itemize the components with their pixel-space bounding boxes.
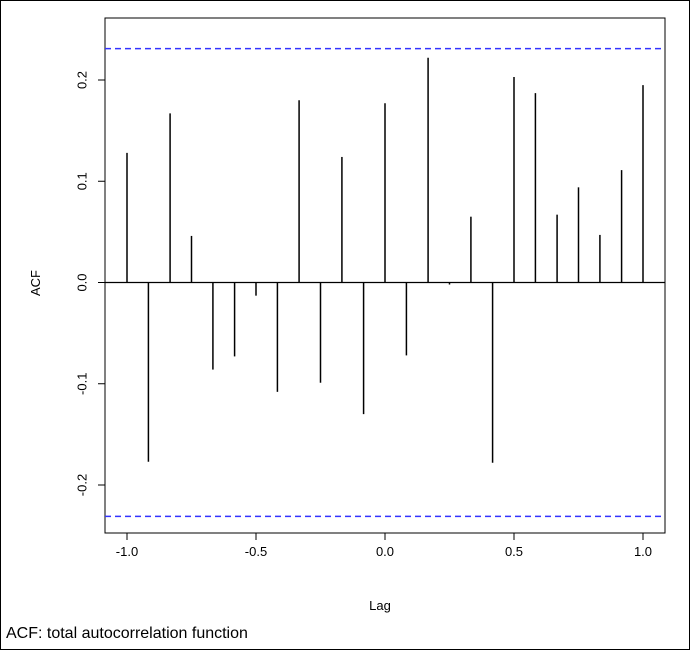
figure-caption: ACF: total autocorrelation function [6, 625, 248, 642]
x-tick-label: 1.0 [634, 544, 652, 559]
x-tick-label: -0.5 [245, 544, 267, 559]
y-tick-label: -0.1 [75, 373, 90, 395]
y-tick-label: 0.0 [75, 273, 90, 291]
x-tick-label: 0.5 [505, 544, 523, 559]
x-tick-label: 0.0 [376, 544, 394, 559]
x-axis-label: Lag [369, 598, 391, 613]
y-tick-label: 0.1 [75, 172, 90, 190]
y-axis-label: ACF [28, 270, 43, 296]
y-tick-label: 0.2 [75, 71, 90, 89]
x-tick-label: -1.0 [116, 544, 138, 559]
y-tick-label: -0.2 [75, 474, 90, 496]
